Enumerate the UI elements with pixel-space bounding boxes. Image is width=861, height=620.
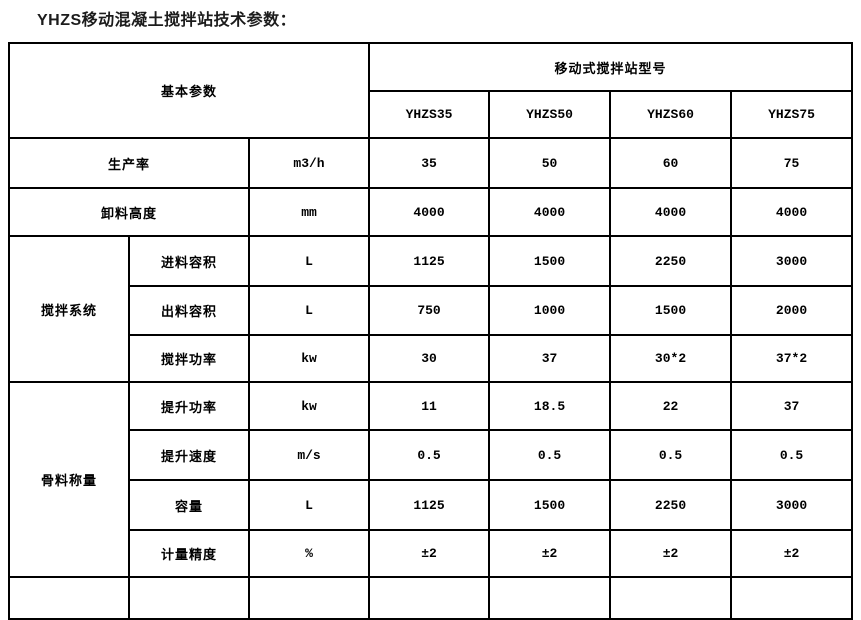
- empty-cell: [8, 576, 130, 620]
- value-cell: 30*2: [609, 334, 733, 383]
- table-row-production-rate: 生产率 m3/h 35 50 60 75: [8, 137, 854, 189]
- value-cell: 35: [368, 137, 491, 189]
- model-header-yhzs35: YHZS35: [368, 90, 491, 139]
- model-header-yhzs60: YHZS60: [609, 90, 733, 139]
- row-label: 提升速度: [128, 429, 250, 481]
- value-cell: 4000: [609, 187, 733, 237]
- value-cell: 0.5: [368, 429, 491, 481]
- row-label: 容量: [128, 479, 250, 531]
- unit-cell: mm: [247, 187, 371, 237]
- value-cell: 30: [368, 334, 491, 383]
- header-row-1: 基本参数 移动式搅拌站型号: [7, 42, 854, 139]
- value-cell: ±2: [730, 529, 854, 578]
- group-label-aggregate-weighing: 骨料称量: [8, 381, 130, 578]
- model-group-header: 移动式搅拌站型号: [368, 42, 854, 92]
- empty-cell: [128, 576, 250, 620]
- value-cell: 0.5: [609, 429, 733, 481]
- table-row-mixing-power: 搅拌功率 kw 30 37 30*2 37*2: [9, 334, 854, 383]
- spec-table: 基本参数 移动式搅拌站型号 YHZS35 YHZS50 YHZS60 YHZS7…: [7, 42, 854, 620]
- value-cell: 37: [488, 334, 612, 383]
- page-title: YHZS移动混凝土搅拌站技术参数：: [37, 12, 297, 29]
- unit-cell: kw: [247, 381, 371, 431]
- table-row-discharge-volume: 出料容积 L 750 1000 1500 2000: [9, 285, 854, 336]
- unit-cell: L: [247, 479, 371, 531]
- value-cell: 1500: [609, 285, 733, 336]
- group-label-mixing-system: 搅拌系统: [8, 235, 130, 383]
- value-cell: ±2: [609, 529, 733, 578]
- value-cell: ±2: [368, 529, 491, 578]
- value-cell: 750: [368, 285, 491, 336]
- value-cell: 37*2: [730, 334, 854, 383]
- value-cell: 60: [609, 137, 733, 189]
- value-cell: 37: [730, 381, 854, 431]
- empty-cell: [609, 576, 733, 620]
- value-cell: 11: [368, 381, 491, 431]
- table-row-lifting-speed: 提升速度 m/s 0.5 0.5 0.5 0.5: [9, 429, 854, 481]
- unit-cell: m/s: [247, 429, 371, 481]
- row-label: 出料容积: [128, 285, 250, 336]
- value-cell: 3000: [730, 235, 854, 287]
- value-cell: 1125: [368, 235, 491, 287]
- value-cell: 1500: [488, 235, 612, 287]
- unit-cell: L: [247, 235, 371, 287]
- value-cell: 1125: [368, 479, 491, 531]
- basic-params-header: 基本参数: [7, 42, 371, 139]
- table-row-feed-volume: 搅拌系统 进料容积 L 1125 1500 2250 3000: [8, 235, 854, 383]
- unit-cell: %: [247, 529, 371, 578]
- row-label: 计量精度: [128, 529, 250, 578]
- value-cell: 75: [730, 137, 854, 189]
- value-cell: 4000: [730, 187, 854, 237]
- unit-cell: m3/h: [247, 137, 371, 189]
- table-row-discharge-height: 卸料高度 mm 4000 4000 4000 4000: [8, 187, 854, 237]
- value-cell: 0.5: [488, 429, 612, 481]
- empty-cell: [488, 576, 612, 620]
- row-label: 提升功率: [128, 381, 250, 431]
- value-cell: 1000: [488, 285, 612, 336]
- table-row-lifting-power: 骨料称量 提升功率 kw 11 18.5 22 37: [8, 381, 854, 578]
- table-row-capacity: 容量 L 1125 1500 2250 3000: [9, 479, 854, 531]
- value-cell: 2250: [609, 235, 733, 287]
- value-cell: 3000: [730, 479, 854, 531]
- value-cell: 1500: [488, 479, 612, 531]
- empty-cell: [368, 576, 491, 620]
- model-header-yhzs50: YHZS50: [488, 90, 612, 139]
- row-label: 卸料高度: [8, 187, 250, 237]
- table-row-metering-accuracy: 计量精度 % ±2 ±2 ±2 ±2: [9, 529, 854, 578]
- header-row-2: YHZS35 YHZS50 YHZS60 YHZS75: [9, 90, 854, 139]
- value-cell: ±2: [488, 529, 612, 578]
- value-cell: 50: [488, 137, 612, 189]
- row-label: 搅拌功率: [128, 334, 250, 383]
- empty-cell: [730, 576, 854, 620]
- value-cell: 0.5: [730, 429, 854, 481]
- row-label: 进料容积: [128, 235, 250, 287]
- empty-cell: [247, 576, 371, 620]
- value-cell: 2000: [730, 285, 854, 336]
- unit-cell: L: [247, 285, 371, 336]
- value-cell: 4000: [368, 187, 491, 237]
- value-cell: 2250: [609, 479, 733, 531]
- row-label: 生产率: [8, 137, 250, 189]
- value-cell: 4000: [488, 187, 612, 237]
- value-cell: 22: [609, 381, 733, 431]
- model-header-yhzs75: YHZS75: [730, 90, 854, 139]
- value-cell: 18.5: [488, 381, 612, 431]
- table-row-partial: [8, 576, 854, 620]
- unit-cell: kw: [247, 334, 371, 383]
